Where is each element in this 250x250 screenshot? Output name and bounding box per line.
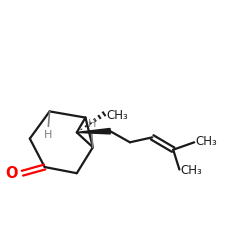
Text: H: H [88,119,96,129]
Text: CH₃: CH₃ [196,134,217,147]
Text: O: O [5,166,18,181]
Text: CH₃: CH₃ [180,164,203,177]
Polygon shape [77,128,110,134]
Text: H: H [44,130,52,140]
Text: CH₃: CH₃ [106,108,128,122]
